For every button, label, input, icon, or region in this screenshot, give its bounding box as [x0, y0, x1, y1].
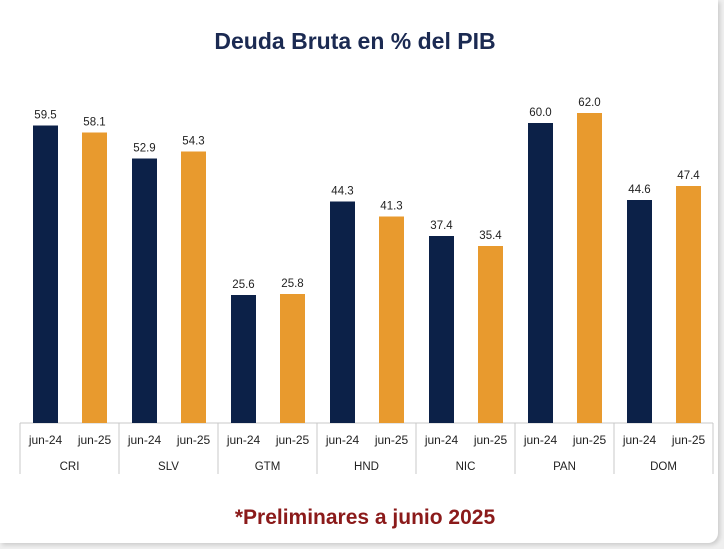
- tick-label: jun-25: [374, 433, 409, 447]
- data-label: 44.3: [331, 186, 353, 198]
- data-label: 25.6: [232, 279, 254, 291]
- bar-nic-jun-25: [478, 246, 503, 423]
- category-label-nic: NIC: [456, 461, 476, 473]
- footnote: *Preliminares a junio 2025: [234, 506, 496, 529]
- bar-gtm-jun-25: [280, 294, 305, 423]
- bar-chart: 59.5 jun-24 58.1 jun-25 CRI 52.9 jun-24 54.3 jun…: [19, 97, 714, 474]
- data-label: 37.4: [430, 220, 453, 232]
- tick-label: jun-25: [671, 433, 706, 447]
- category-label-dom: DOM: [650, 461, 677, 473]
- tick-label: jun-24: [127, 433, 162, 447]
- data-label: 60.0: [529, 107, 551, 119]
- bar-pan-jun-25: [577, 113, 602, 423]
- data-label: 41.3: [380, 201, 402, 213]
- bar-dom-jun-25: [676, 186, 701, 423]
- tick-label: jun-25: [572, 433, 607, 447]
- tick-label: jun-25: [77, 433, 112, 447]
- bar-cri-jun-25: [82, 132, 107, 423]
- bar-pan-jun-24: [528, 123, 553, 423]
- data-label: 44.6: [628, 184, 650, 196]
- bar-nic-jun-24: [429, 236, 454, 423]
- bar-gtm-jun-24: [231, 295, 256, 423]
- bar-hnd-jun-24: [330, 201, 355, 423]
- data-label: 35.4: [479, 230, 502, 242]
- tick-label: jun-25: [275, 433, 310, 447]
- tick-label: jun-24: [28, 433, 63, 447]
- data-label: 62.0: [578, 97, 600, 109]
- tick-label: jun-24: [523, 433, 558, 447]
- data-label: 54.3: [182, 136, 204, 148]
- category-label-gtm: GTM: [255, 461, 281, 473]
- bar-hnd-jun-25: [379, 216, 404, 423]
- data-label: 25.8: [281, 278, 303, 290]
- tick-label: jun-24: [226, 433, 261, 447]
- category-label-pan: PAN: [553, 461, 576, 473]
- data-label: 52.9: [133, 143, 155, 155]
- tick-label: jun-24: [424, 433, 459, 447]
- data-label: 58.1: [83, 117, 105, 129]
- bar-dom-jun-24: [627, 200, 652, 423]
- data-label: 47.4: [677, 170, 700, 182]
- category-label-hnd: HND: [354, 461, 379, 473]
- chart-title: Deuda Bruta en % del PIB: [214, 28, 496, 54]
- tick-label: jun-24: [325, 433, 360, 447]
- bar-cri-jun-24: [33, 125, 58, 423]
- category-label-cri: CRI: [60, 461, 80, 473]
- category-label-slv: SLV: [158, 461, 179, 473]
- tick-label: jun-25: [176, 433, 211, 447]
- bar-slv-jun-25: [181, 151, 206, 423]
- tick-label: jun-25: [473, 433, 508, 447]
- bar-slv-jun-24: [132, 158, 157, 423]
- tick-label: jun-24: [622, 433, 657, 447]
- data-label: 59.5: [34, 110, 56, 122]
